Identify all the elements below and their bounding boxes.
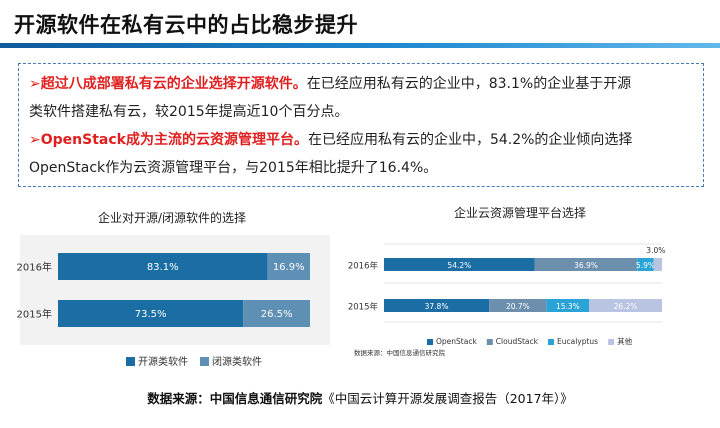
data-label: 20.7%: [506, 302, 530, 311]
bar-segment: [384, 258, 535, 271]
category-label: 2016年: [17, 261, 52, 274]
bar-segment: [489, 299, 547, 312]
callout-line: ➢超过八成部署私有云的企业选择开源软件。在已经应用私有云的企业中，83.1%的企…: [29, 70, 693, 98]
bar-segment: [546, 299, 590, 312]
callout-heading: ➢OpenStack成为主流的云资源管理平台。: [29, 132, 308, 148]
legend-swatch: [608, 339, 615, 345]
bar-segment: [589, 299, 662, 312]
data-label: 3.0%: [646, 246, 665, 255]
source-report: 《中国云计算开源发展调查报告（2017年）》: [322, 391, 573, 406]
callout-text: OpenStack作为云资源管理平台，与2015年相比提升了16.4%。: [29, 160, 438, 176]
data-label: 15.3%: [556, 302, 580, 311]
bar-segment: [267, 253, 310, 280]
legend-label: CloudStack: [496, 337, 539, 346]
bar-segment: [243, 300, 310, 327]
bar-segment: [384, 299, 490, 312]
callout-text: 在已经应用私有云的企业中，54.2%的企业倾向选择: [307, 132, 633, 148]
callout-line: ➢OpenStack成为主流的云资源管理平台。在已经应用私有云的企业中，54.2…: [29, 126, 693, 154]
callout-text: 类软件搭建私有云，较2015年提高近10个百分点。: [29, 104, 349, 120]
bar-segment: [58, 253, 268, 280]
chart-title: 企业对开源/闭源软件的选择: [98, 210, 246, 225]
callout-heading: ➢超过八成部署私有云的企业选择开源软件。: [29, 76, 307, 92]
category-label: 2015年: [17, 308, 52, 321]
bar-segment: [653, 258, 662, 271]
legend-swatch: [427, 339, 433, 345]
callout-line: 类软件搭建私有云，较2015年提高近10个百分点。: [29, 98, 693, 126]
summary-callout: ➢超过八成部署私有云的企业选择开源软件。在已经应用私有云的企业中，83.1%的企…: [18, 63, 704, 187]
legend-swatch: [547, 339, 554, 345]
legend-swatch: [126, 357, 135, 366]
legend-label: Eucalyptus: [557, 337, 598, 346]
legend-label: 开源类软件: [138, 355, 188, 368]
data-label: 5.9%: [636, 261, 655, 270]
header-rule: [0, 43, 720, 48]
bar-segment: [637, 258, 654, 271]
chart-source-note: 数据来源：中国信息通信研究院: [354, 348, 446, 357]
category-label: 2015年: [348, 302, 379, 313]
data-label: 26.5%: [261, 309, 293, 320]
bar-segment: [58, 300, 244, 327]
legend-label: 其他: [617, 336, 632, 346]
bar-segment: [534, 258, 638, 271]
chart-open-vs-closed: 企业对开源/闭源软件的选择 2016年 83.1% 16.9% 2015年 73.5% 26…: [17, 210, 330, 368]
data-label: 73.5%: [135, 309, 167, 320]
data-label: 37.8%: [425, 302, 449, 311]
data-label: 83.1%: [147, 262, 179, 273]
chart-cloud-platform: 企业云资源管理平台选择 2016年 54.2% 36.9% 5.9% 3.0% 2015年 3…: [348, 205, 666, 357]
legend-swatch: [200, 357, 209, 366]
category-label: 2016年: [348, 261, 379, 272]
page-title: 开源软件在私有云中的占比稳步提升: [14, 13, 358, 37]
legend-label: OpenStack: [436, 337, 477, 346]
source-note: 数据来源：中国信息通信研究院《中国云计算开源发展调查报告（2017年）》: [0, 388, 720, 407]
source-org: 数据来源：中国信息通信研究院: [147, 391, 323, 406]
chart-title: 企业云资源管理平台选择: [454, 205, 586, 220]
legend-swatch: [486, 339, 493, 345]
data-label: 54.2%: [447, 261, 471, 270]
data-label: 26.2%: [614, 302, 638, 311]
header: 开源软件在私有云中的占比稳步提升: [0, 0, 720, 48]
legend-label: 闭源类软件: [212, 355, 262, 368]
data-label: 36.9%: [574, 261, 598, 270]
plot-background: [20, 235, 330, 345]
data-label: 16.9%: [273, 262, 305, 273]
callout-text: 在已经应用私有云的企业中，83.1%的企业基于开源: [306, 76, 632, 92]
callout-line: OpenStack作为云资源管理平台，与2015年相比提升了16.4%。: [29, 154, 693, 182]
